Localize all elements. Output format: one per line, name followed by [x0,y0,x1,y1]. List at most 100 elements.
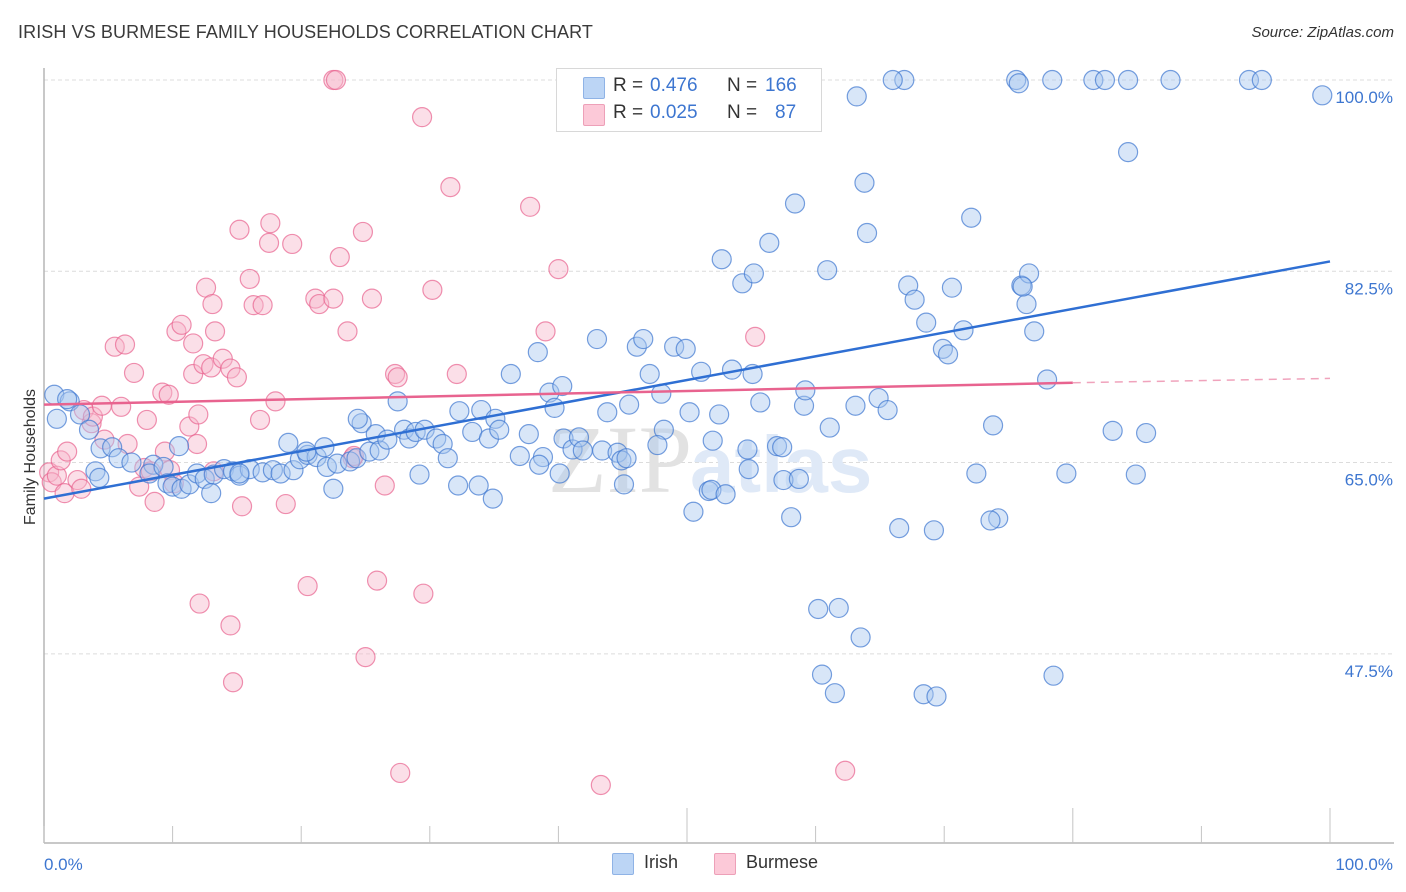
burmese-legend-swatch [714,853,736,875]
x-tick-label-min: 0.0% [44,855,83,874]
irish-point [597,402,618,423]
y-tick-label: 100.0% [1335,88,1393,107]
burmese-swatch [583,104,605,126]
irish-point [1117,69,1139,91]
burmese-point [422,279,443,300]
irish-point [1008,73,1029,94]
irish-point [709,404,730,425]
irish-point [750,392,771,413]
r-label: R = [613,102,644,123]
source-label: Source: ZipAtlas.com [1251,24,1394,41]
irish-point [619,394,640,415]
y-tick-labels: 47.5% 65.0% 82.5% 100.0% [1335,88,1393,681]
irish-point [781,507,802,528]
irish-point [89,467,110,488]
irish-point [773,469,794,491]
burmese-points [39,69,856,796]
irish-point [966,463,987,484]
burmese-point [204,321,226,342]
irish-point [1102,420,1123,441]
y-tick-label: 47.5% [1345,662,1393,681]
irish-point [1136,422,1157,444]
burmese-point [384,363,406,385]
irish-point [1117,142,1139,163]
burmese-point [249,409,271,431]
irish-point [1160,69,1181,91]
irish-point [562,439,583,460]
irish-point [85,461,106,482]
burmese-point [352,221,374,243]
irish-point [78,419,100,440]
irish-point [102,437,123,458]
irish-point [447,475,469,496]
irish-point [572,440,593,461]
irish-point [737,439,758,460]
burmese-point [158,384,179,405]
irish-point [549,463,570,484]
burmese-point [520,196,541,217]
irish-point [586,328,608,350]
irish-point [980,510,1001,531]
irish-point [568,427,590,448]
burmese-trend-line [43,381,1073,406]
irish-point [509,445,530,467]
irish-point [784,193,806,214]
irish-point [121,452,142,473]
burmese-point [57,441,78,462]
burmese-point [189,593,210,614]
burmese-point [144,491,165,512]
n-value: 87 [775,102,797,123]
burmese-point [123,362,145,384]
irish-point [1016,293,1037,315]
burmese-point [337,321,358,342]
x-ticks [43,808,1331,843]
burmese-point [222,672,244,693]
burmese-point [252,295,273,316]
burmese-point [220,615,241,636]
irish-point [988,508,1009,529]
irish-point [108,448,129,469]
burmese-point [374,475,395,496]
irish-point [926,686,947,707]
burmese-point [361,288,383,309]
irish-point [937,344,959,365]
gridlines [44,79,1394,655]
burmese-point [835,760,856,781]
irish-point [653,419,674,440]
r-value: 0.476 [650,75,698,96]
stats-legend: R = 0.476 N = 166 R = 0.025 N = 87 [556,68,822,132]
burmese-point [275,493,296,515]
r-value: 0.025 [650,102,698,123]
irish-point [592,440,613,461]
irish-point [828,597,849,619]
irish-point [877,399,898,421]
burmese-point [226,367,247,388]
burmese-point [260,213,281,234]
irish-point [916,312,937,333]
irish-point [229,463,250,484]
burmese-point [188,404,209,425]
irish-point [1011,275,1032,296]
irish-point [201,483,222,504]
irish-point [449,401,470,422]
irish-point [482,488,503,509]
irish-point [647,434,668,456]
irish-point [675,338,696,359]
irish-point [633,328,654,350]
irish-point [819,417,840,438]
irish-legend-swatch [612,853,634,875]
irish-point [529,454,550,475]
irish-point [788,468,809,490]
burmese-point [390,762,411,784]
irish-point [613,474,635,495]
irish-point [856,222,878,244]
irish-point [817,260,838,281]
irish-point [426,428,447,449]
irish-point [982,415,1004,436]
irish-point [1043,665,1064,686]
burmese-point [46,465,67,486]
irish-point [854,172,875,193]
irish-point [824,683,845,704]
burmese-point [323,288,344,309]
